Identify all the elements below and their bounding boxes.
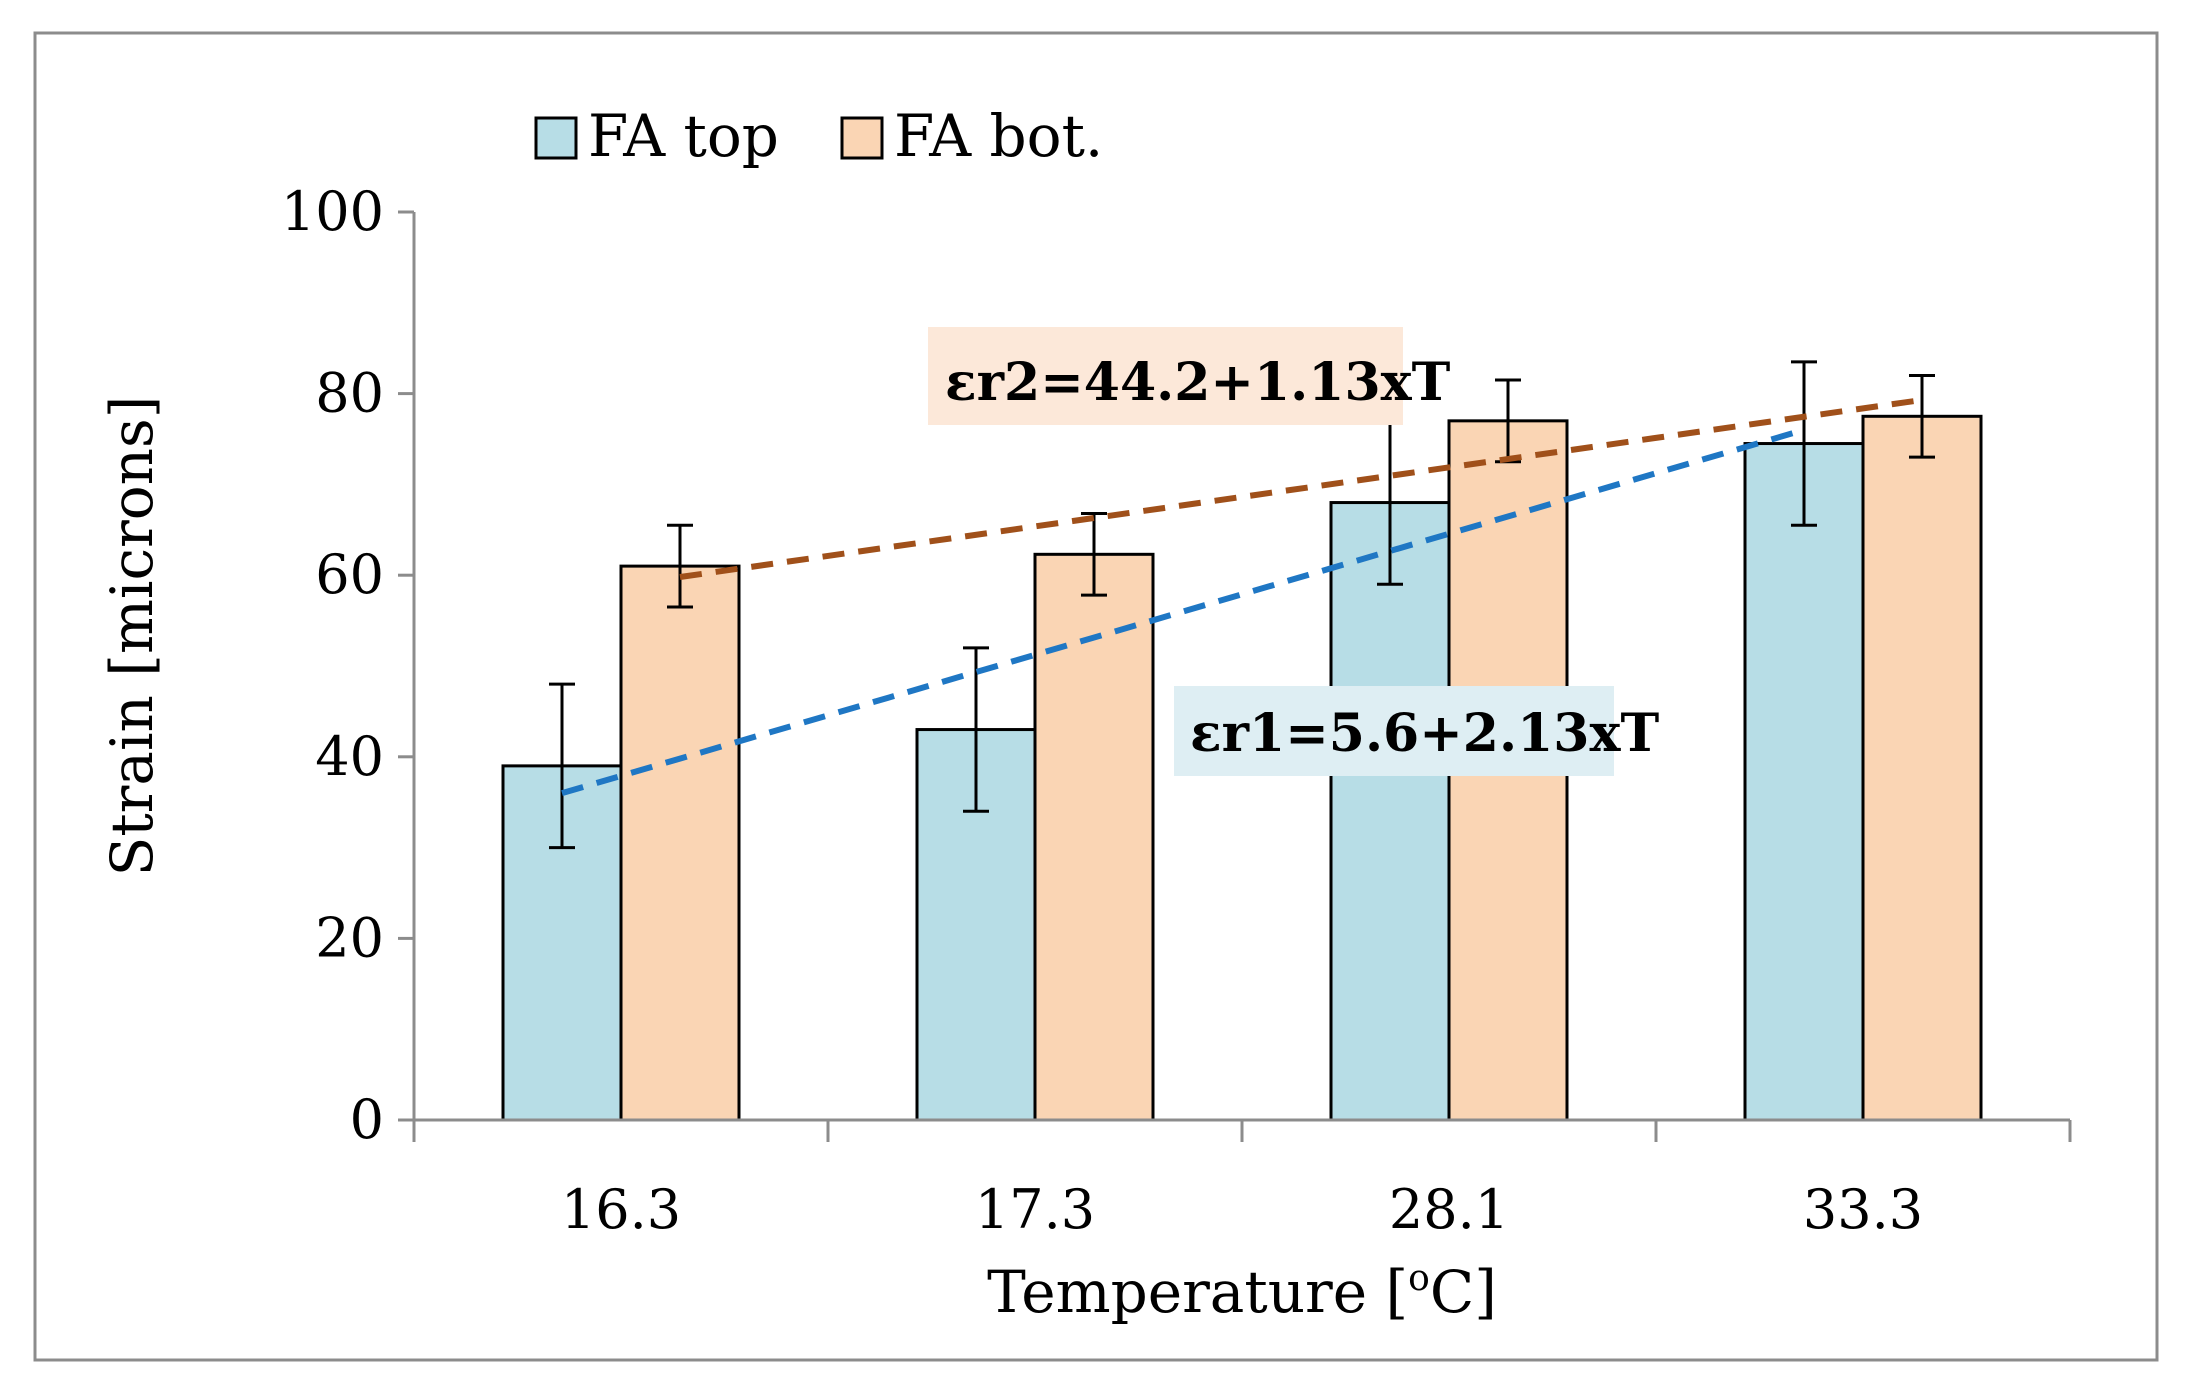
trendline-fa-bot (679, 396, 1923, 580)
x-axis-title-end: C] (1430, 1258, 1497, 1326)
trendline-equation-r1: εr1=5.6+2.13xT (1174, 686, 1659, 776)
y-ticks: 0 20 40 60 80 100 (281, 180, 414, 1151)
x-tick-label: 16.3 (561, 1178, 681, 1241)
y-axis-title: Strain [microns] (98, 396, 166, 877)
legend-swatch-fa-top (534, 116, 578, 160)
bar-fa-top-33-3 (1743, 442, 1865, 1122)
x-ticks: 16.3 17.3 28.1 33.3 (412, 1120, 2072, 1241)
legend: FA top FA bot. (534, 102, 1103, 170)
x-axis-title-superscript: o (1408, 1258, 1430, 1299)
bar-fa-bot-16-3 (619, 564, 741, 1122)
equation-r1-background (1174, 686, 1614, 776)
y-tick-label: 0 (350, 1088, 384, 1151)
trendlines-layer (561, 396, 1923, 796)
y-tick-label: 80 (315, 362, 384, 425)
equation-r2-text: εr2=44.2+1.13xT (945, 352, 1451, 413)
y-tick-label: 20 (315, 906, 384, 969)
legend-swatch-fa-bot (840, 116, 884, 160)
error-bars-layer (549, 360, 1935, 850)
bar-fa-top-28-1 (1329, 501, 1451, 1122)
y-tick-label: 40 (315, 725, 384, 788)
equation-r2-background (928, 327, 1403, 425)
x-tick-label: 28.1 (1389, 1178, 1509, 1241)
legend-label-fa-top: FA top (588, 102, 779, 170)
equation-r1-text: εr1=5.6+2.13xT (1190, 703, 1659, 764)
x-axis-title-main: Temperature [ (987, 1258, 1408, 1326)
x-tick-label: 17.3 (975, 1178, 1095, 1241)
legend-label-fa-bot: FA bot. (894, 102, 1103, 170)
trendline-equation-r2: εr2=44.2+1.13xT (928, 327, 1451, 425)
x-tick-label: 33.3 (1803, 1178, 1923, 1241)
y-tick-label: 60 (315, 543, 384, 606)
bar-fa-bot-33-3 (1861, 414, 1983, 1122)
y-tick-label: 100 (281, 180, 384, 243)
x-axis-title: Temperature [oC] (987, 1258, 1497, 1326)
